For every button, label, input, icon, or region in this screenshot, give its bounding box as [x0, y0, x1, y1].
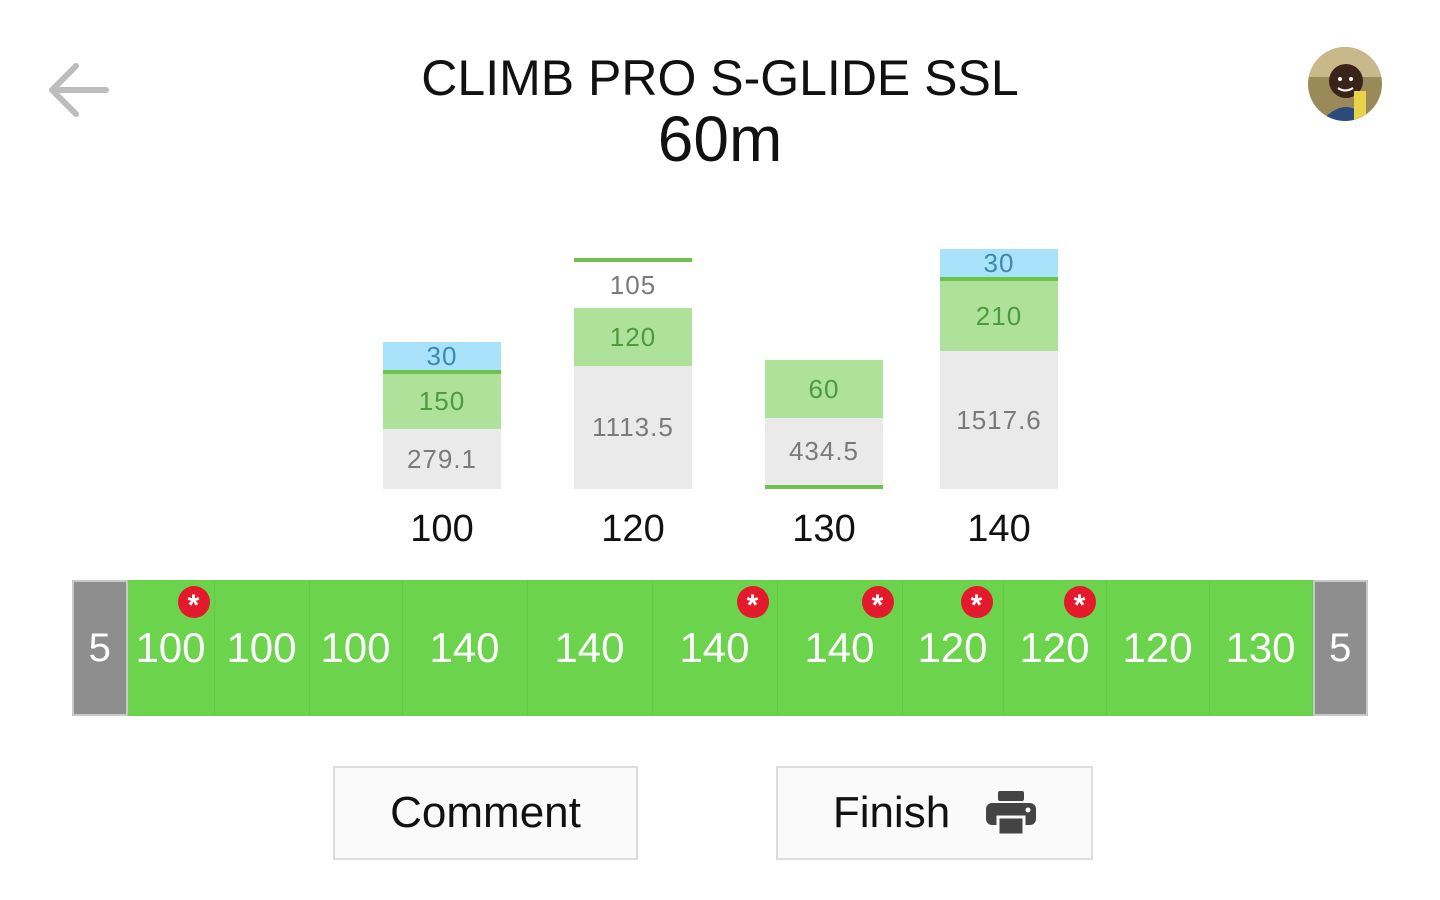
- bar-100-green: 150: [383, 370, 501, 429]
- bar-130-base: 434.5: [765, 418, 883, 489]
- strip-cell[interactable]: 140 *: [778, 580, 903, 716]
- product-title: CLIMB PRO S-GLIDE SSL: [421, 50, 1019, 106]
- x-label-130: 130: [792, 508, 856, 550]
- product-length: 60m: [657, 103, 783, 175]
- marker-icon: *: [736, 586, 769, 622]
- x-label-100: 100: [410, 508, 474, 550]
- strip-left-end: 5: [72, 580, 128, 716]
- comment-button[interactable]: Comment: [333, 766, 638, 860]
- strip-cell[interactable]: 130: [1210, 580, 1313, 716]
- strip-right-end: 5: [1312, 580, 1368, 716]
- marker-icon: *: [960, 586, 993, 622]
- x-label-120: 120: [601, 508, 665, 550]
- section-strip: 5 100 * 100 100 140 140 140 * 140 * 120 …: [72, 580, 1368, 716]
- strip-cell[interactable]: 140: [403, 580, 528, 716]
- bar-120-extra: 105: [574, 258, 692, 308]
- strip-cell[interactable]: 100: [215, 580, 310, 716]
- finish-button[interactable]: Finish: [776, 766, 1093, 860]
- strip-cell[interactable]: 100 *: [128, 580, 215, 716]
- user-avatar[interactable]: [1308, 47, 1382, 121]
- bar-100-blue: 30: [383, 341, 501, 371]
- strip-cells: 100 * 100 100 140 140 140 * 140 * 120 * …: [127, 580, 1313, 716]
- bar-120-base: 1113.5: [574, 366, 692, 489]
- bar-130-green: 60: [765, 360, 883, 418]
- bar-140-green: 210: [940, 277, 1058, 351]
- bar-120-green: 120: [574, 308, 692, 366]
- strip-cell[interactable]: 120 *: [1004, 580, 1107, 716]
- bar-100-base: 279.1: [383, 429, 501, 489]
- strip-cell[interactable]: 140: [528, 580, 653, 716]
- x-label-140: 140: [967, 508, 1031, 550]
- bar-140-blue: 30: [940, 248, 1058, 278]
- stacked-bar-chart: 30 150 279.1 100 105 120 1113.5 120 60 4…: [383, 248, 1058, 550]
- strip-cell[interactable]: 120: [1107, 580, 1210, 716]
- marker-icon: *: [1063, 586, 1096, 622]
- back-button[interactable]: [44, 58, 114, 122]
- arrow-left-icon: [49, 63, 109, 117]
- strip-cell[interactable]: 120 *: [903, 580, 1004, 716]
- marker-icon: *: [861, 586, 894, 622]
- printer-icon: [986, 791, 1037, 835]
- strip-cell[interactable]: 100: [310, 580, 403, 716]
- strip-cell[interactable]: 140 *: [653, 580, 778, 716]
- bar-140-base: 1517.6: [940, 351, 1058, 489]
- marker-icon: *: [177, 586, 210, 622]
